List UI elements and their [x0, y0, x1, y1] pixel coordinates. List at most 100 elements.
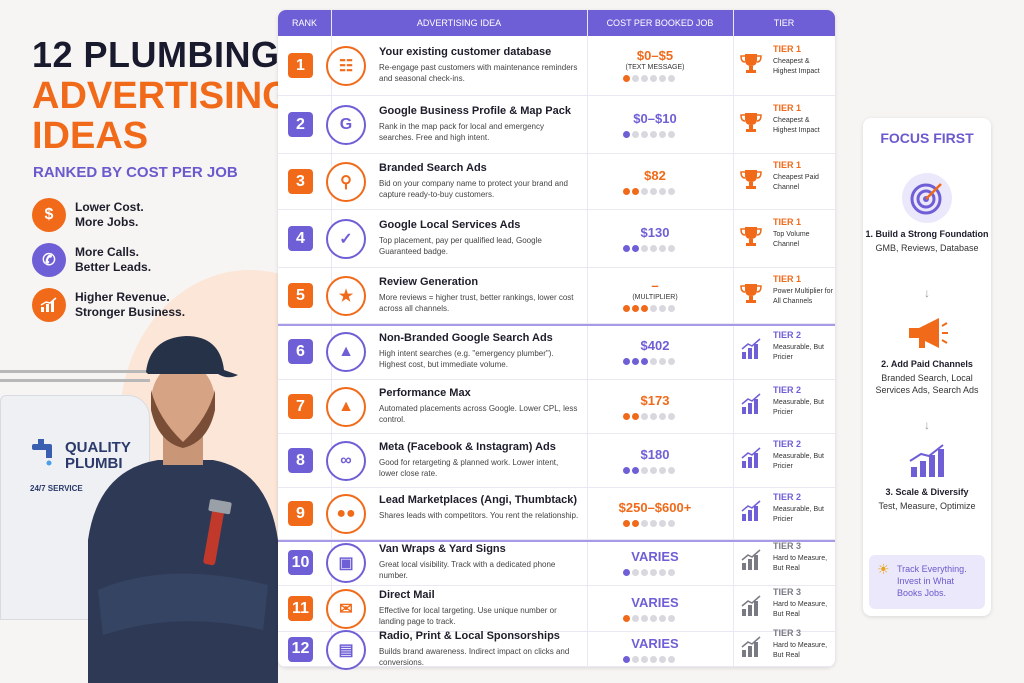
rating-dot	[668, 305, 675, 312]
idea-description: Re-engage past customers with maintenanc…	[379, 63, 578, 83]
table-row: 4 ✓ Google Local Services Ads Top placement…	[278, 210, 835, 268]
cost-value: $180	[640, 447, 670, 462]
tier-description: Cheapest & Highest Impact	[773, 58, 820, 75]
idea-description: Shares leads with competitors. You rent …	[379, 511, 579, 520]
rating-dot	[659, 131, 666, 138]
rating-dot	[641, 413, 648, 420]
tier-label: TIER 2	[773, 492, 802, 502]
idea-title: Review Generation	[379, 276, 479, 288]
rating-dot	[668, 188, 675, 195]
title-line-1: 12 PLUMBING	[32, 34, 280, 75]
people-icon: ●●	[326, 494, 366, 534]
mail-icon: ✉	[326, 589, 366, 629]
rank-badge: 11	[288, 596, 313, 621]
bar-chart-icon	[740, 447, 762, 469]
benefit-1-line1: Lower Cost.	[75, 200, 144, 214]
rating-dot	[650, 520, 657, 527]
idea-title: Non-Branded Google Search Ads	[379, 332, 553, 344]
cost-rating	[623, 655, 687, 664]
van-icon: ▣	[326, 543, 366, 583]
van-brand-line1: QUALITY	[65, 439, 131, 456]
title-line-2: ADVERTISING IDEAS	[32, 76, 292, 156]
idea-description: High intent searches (e.g. "emergency pl…	[379, 349, 554, 369]
table-row: 12 ▤ Radio, Print & Local Sponsorships Buil…	[278, 628, 835, 670]
bar-chart-icon	[740, 393, 762, 415]
rank-badge: 12	[288, 636, 313, 662]
rating-dot	[632, 245, 639, 252]
rating-dot	[650, 413, 657, 420]
idea-description: Automated placements across Google. Lowe…	[379, 404, 578, 424]
bar-chart-icon	[740, 635, 762, 658]
google-business-icon: G	[326, 105, 366, 145]
benefit-1-line2: More Jobs.	[75, 215, 139, 229]
cost-rating	[623, 520, 687, 528]
rating-dot	[632, 569, 639, 576]
focus-step-2-heading: 2. Add Paid Channels	[881, 359, 973, 369]
cost-value: $0–$5	[636, 48, 674, 63]
focus-title: FOCUS FIRST	[880, 130, 974, 146]
rating-dot	[668, 615, 675, 622]
bar-chart-icon	[740, 595, 762, 617]
rating-dot	[659, 75, 666, 82]
idea-title: Lead Marketplaces (Angi, Thumbtack)	[379, 494, 578, 506]
rating-dot	[650, 131, 657, 138]
subtitle: RANKED BY COST PER JOB	[33, 164, 238, 181]
bar-chart-icon	[740, 549, 762, 571]
rating-dot	[623, 655, 630, 663]
rank-badge: 10	[288, 550, 313, 575]
table-row: 5 ★ Review Generation More reviews = higher…	[278, 268, 835, 324]
rating-dot	[641, 305, 648, 312]
cost-rating	[623, 413, 687, 421]
tier-description: Cheapest & Highest Impact	[773, 117, 820, 134]
idea-description: Rank in the map pack for local and emerg…	[379, 122, 544, 142]
cost-value: VARIES	[631, 635, 679, 651]
rating-dot	[623, 75, 630, 82]
table-header: RANK ADVERTISING IDEA COST PER BOOKED JO…	[278, 10, 835, 36]
cost-rating	[623, 75, 687, 83]
rating-dot	[632, 615, 639, 622]
rating-dot	[659, 467, 666, 474]
left-panel: 12 PLUMBING ADVERTISING IDEAS RANKED BY …	[0, 0, 380, 683]
benefit-1: $ Lower Cost. More Jobs.	[32, 198, 144, 232]
rank-badge: 2	[288, 112, 313, 137]
rating-dot	[668, 131, 675, 138]
idea-title: Radio, Print & Local Sponsorships	[379, 629, 560, 642]
rating-dot	[668, 75, 675, 82]
rating-dot	[641, 131, 648, 138]
faucet-icon	[30, 438, 58, 468]
rating-dot	[659, 188, 666, 195]
rating-dot	[623, 131, 630, 138]
rating-dot	[623, 615, 630, 622]
rating-dot	[650, 245, 657, 252]
rating-dot	[650, 358, 657, 365]
focus-panel: FOCUS FIRST 1. Build a Strong Foundation…	[863, 118, 991, 616]
phone-icon: ✆	[32, 243, 66, 277]
rating-dot	[641, 467, 648, 474]
rating-dot	[650, 305, 657, 312]
cost-value: $130	[640, 225, 670, 240]
rating-dot	[632, 358, 639, 365]
header-rank: RANK	[291, 18, 317, 28]
rating-dot	[659, 615, 666, 622]
tier-description: Measurable, But Pricier	[773, 506, 824, 523]
tier-description: Cheapest Paid Channel	[773, 174, 819, 191]
benefit-3-line2: Stronger Business.	[75, 305, 186, 319]
trophy-icon	[740, 168, 762, 190]
table-row: 6 ▲ Non-Branded Google Search Ads High inte…	[278, 324, 835, 380]
rating-dot	[641, 75, 648, 82]
arrow-down-icon: ↓	[924, 286, 930, 300]
cost-value: –	[651, 278, 659, 293]
meta-icon: ∞	[326, 441, 366, 481]
rating-dot	[623, 467, 630, 474]
focus-step-1: 1. Build a Strong Foundation GMB, Review…	[863, 228, 991, 254]
tier-label: TIER 2	[773, 439, 802, 449]
rank-badge: 7	[288, 394, 313, 419]
van-ladder	[0, 370, 150, 382]
rating-dot	[659, 569, 666, 576]
rating-dot	[632, 413, 639, 420]
cost-rating	[623, 569, 687, 577]
cost-value: VARIES	[631, 549, 679, 564]
track-text: Track Everything. Invest in What Books J…	[897, 564, 967, 598]
radio-icon: ▤	[326, 629, 366, 670]
focus-step-3: 3. Scale & Diversify Test, Measure, Opti…	[863, 486, 991, 512]
